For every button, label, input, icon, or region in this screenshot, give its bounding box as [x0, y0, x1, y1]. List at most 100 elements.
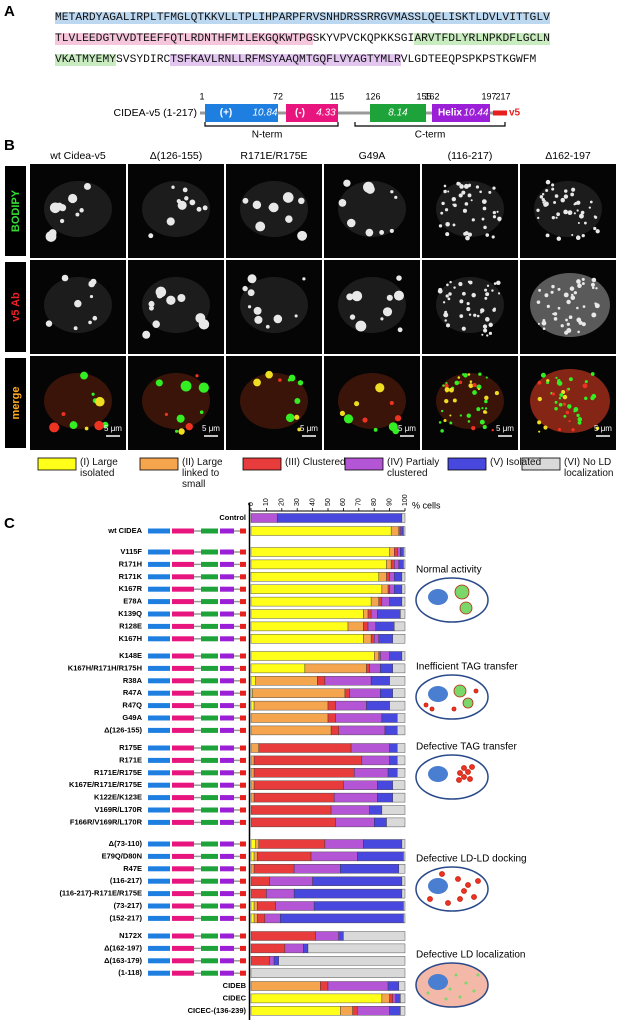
construct-glyph [172, 878, 194, 884]
bar-segment [335, 713, 383, 723]
bar-segment [370, 634, 375, 644]
droplet [443, 312, 449, 318]
domain [205, 104, 278, 122]
droplet [577, 330, 580, 334]
construct-glyph [201, 866, 218, 872]
lipid-droplet [455, 876, 461, 882]
cell [44, 371, 112, 433]
bar-segment [390, 526, 400, 536]
bar-segment [253, 913, 258, 924]
row-label: R171K [119, 572, 143, 581]
x-tick-label: 20 [279, 498, 286, 506]
construct-glyph [240, 611, 246, 617]
construct-glyph [220, 586, 234, 592]
droplet [488, 331, 493, 335]
bar-segment [403, 547, 406, 557]
construct-glyph [148, 665, 170, 671]
lipid-droplet [448, 987, 452, 991]
bar-segment [330, 725, 339, 736]
bar-segment [394, 621, 406, 632]
droplet [362, 417, 368, 423]
construct-glyph [148, 561, 170, 567]
bar-segment [401, 839, 406, 849]
construct-glyph [172, 703, 194, 709]
construct-glyph [148, 770, 170, 776]
cell [436, 181, 504, 241]
bar-segment [403, 913, 406, 924]
bar-segment [378, 634, 393, 644]
legend-swatch [242, 457, 282, 471]
domain-label: 10.84 [252, 108, 277, 119]
droplet [496, 280, 501, 286]
droplet [536, 300, 541, 304]
droplet [567, 210, 573, 216]
sequence-segment: TLVLEEDGTVVDTEEFFQTLRDNTHFMILEKGQKWTPG [55, 33, 313, 45]
bar-segment [250, 663, 306, 674]
sequence: METARDYAGALIRPLTFMGLQTKKVLLTPLIHPARPFRVS… [55, 8, 550, 71]
droplet [446, 323, 451, 328]
sequence-segment: VKATMYEMY [55, 54, 117, 66]
cell-outline [142, 181, 210, 237]
construct-glyph [240, 636, 246, 642]
construct-glyph [148, 757, 170, 763]
lipid-droplet [429, 706, 435, 712]
lipid-droplet [473, 688, 479, 694]
droplet [484, 407, 488, 410]
construct-glyph [220, 841, 234, 847]
cell [338, 373, 406, 435]
droplet [570, 192, 575, 197]
bar-segment [389, 1006, 401, 1016]
bar-segment [338, 931, 344, 941]
x-tick-label: 100 [402, 494, 409, 506]
droplet [393, 290, 404, 301]
sequence-line: TLVLEEDGTVVDTEEFFQTLRDNTHFMILEKGQKWTPGSK… [55, 29, 550, 50]
construct-glyph [240, 782, 246, 788]
droplet [539, 195, 544, 199]
bar-segment [340, 864, 400, 874]
construct-glyph [201, 745, 218, 751]
construct-glyph [172, 782, 194, 788]
construct-glyph [201, 770, 218, 776]
droplet [338, 199, 347, 207]
construct-glyph [148, 745, 170, 751]
droplet [443, 419, 447, 423]
bar-segment [381, 596, 390, 607]
row-label: R171E/R175E [94, 768, 142, 777]
droplet [454, 380, 460, 386]
construct-glyph [172, 891, 194, 897]
droplet [466, 307, 471, 312]
droplet [397, 327, 403, 333]
row-label: CIDEC [223, 993, 247, 1002]
bar-segment [401, 888, 406, 899]
droplet [537, 420, 542, 425]
droplet [481, 407, 484, 410]
droplet [469, 380, 473, 383]
domain-label: 8.14 [388, 108, 408, 119]
construct-glyph [148, 586, 170, 592]
construct-glyph [172, 549, 194, 555]
annotation: Inefficient TAG transfer [416, 662, 518, 673]
droplet [349, 314, 356, 320]
row-label: Control [219, 513, 246, 522]
bar-segment [389, 700, 406, 711]
row-label: N172X [119, 931, 142, 940]
region-label: N-term [252, 130, 283, 141]
bar-segment [250, 864, 255, 874]
droplet [444, 208, 449, 212]
bar-segment [250, 839, 256, 849]
droplet [478, 372, 482, 376]
droplet [552, 312, 555, 316]
sequence-segment: ARVTFDLYRLNPKDFLGCLN [414, 33, 550, 45]
droplet [493, 282, 497, 285]
droplet [570, 293, 574, 297]
construct-glyph [172, 678, 194, 684]
droplet [482, 206, 487, 211]
bar-segment [276, 513, 403, 523]
bar-segment [392, 634, 406, 644]
x-tick-label: 0 [248, 502, 255, 506]
construct-glyph [240, 653, 246, 659]
droplet [396, 275, 402, 281]
droplet [452, 398, 457, 403]
